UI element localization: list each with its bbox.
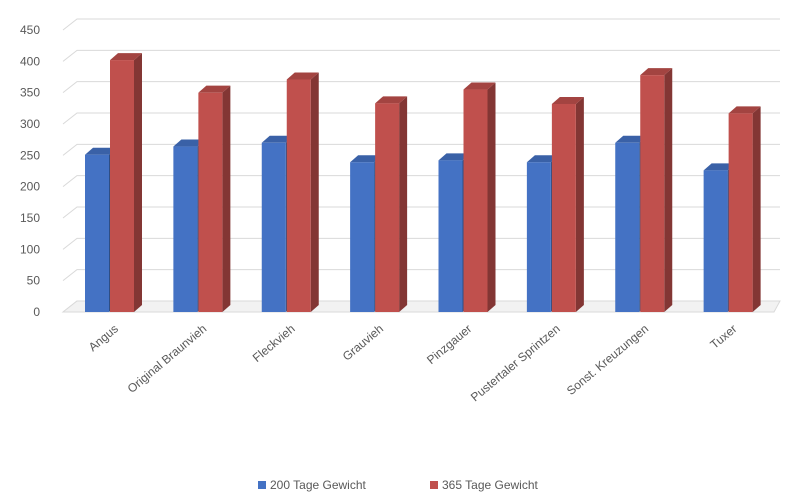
y-tick-label: 0 <box>33 305 40 319</box>
x-category-label: Pinzgauer <box>424 322 474 367</box>
chart-floor <box>61 300 781 313</box>
bar <box>463 82 496 313</box>
gridline <box>62 81 780 94</box>
x-axis-labels: Angus Original Braunvieh Fleckvieh Grauvieh… <box>86 322 740 405</box>
legend-label: 365 Tage Gewicht <box>442 478 539 492</box>
y-tick-label: 200 <box>20 180 40 194</box>
y-tick-label: 100 <box>20 242 40 256</box>
x-category-label: Angus <box>86 322 121 355</box>
y-tick-label: 50 <box>27 274 41 288</box>
bar <box>551 96 584 313</box>
gridline <box>62 175 780 188</box>
x-category-label: Original Braunvieh <box>125 322 210 396</box>
gridline <box>62 269 780 282</box>
bar <box>110 53 142 312</box>
gridline <box>62 206 780 219</box>
y-axis-ticks: 0 50 100 150 200 250 300 350 400 450 <box>20 23 40 319</box>
y-tick-label: 400 <box>20 54 40 68</box>
bars <box>85 53 761 313</box>
y-tick-label: 300 <box>20 117 40 131</box>
gridline <box>62 49 780 62</box>
x-category-label: Tuxer <box>707 322 739 352</box>
x-category-label: Sonst. Kreuzungen <box>564 322 651 398</box>
legend: 200 Tage Gewicht 365 Tage Gewicht <box>258 478 539 492</box>
gridline <box>62 112 780 125</box>
legend-swatch <box>430 481 438 489</box>
gridline <box>62 143 780 156</box>
y-tick-label: 250 <box>20 148 40 162</box>
bar <box>286 72 319 312</box>
x-category-label: Pustertaler Sprintzen <box>468 322 563 405</box>
legend-swatch <box>258 481 266 489</box>
gridlines <box>62 18 780 313</box>
bar <box>375 96 408 312</box>
y-tick-label: 350 <box>20 86 40 100</box>
floor <box>61 300 781 313</box>
y-tick-label: 150 <box>20 211 40 225</box>
bar <box>198 85 231 313</box>
bar <box>728 106 761 312</box>
x-category-label: Grauvieh <box>340 322 386 364</box>
bar <box>640 68 673 313</box>
gridline <box>62 237 780 250</box>
legend-label: 200 Tage Gewicht <box>270 478 367 492</box>
x-category-label: Fleckvieh <box>250 322 298 365</box>
gridline <box>62 18 780 31</box>
y-tick-label: 450 <box>20 23 40 37</box>
